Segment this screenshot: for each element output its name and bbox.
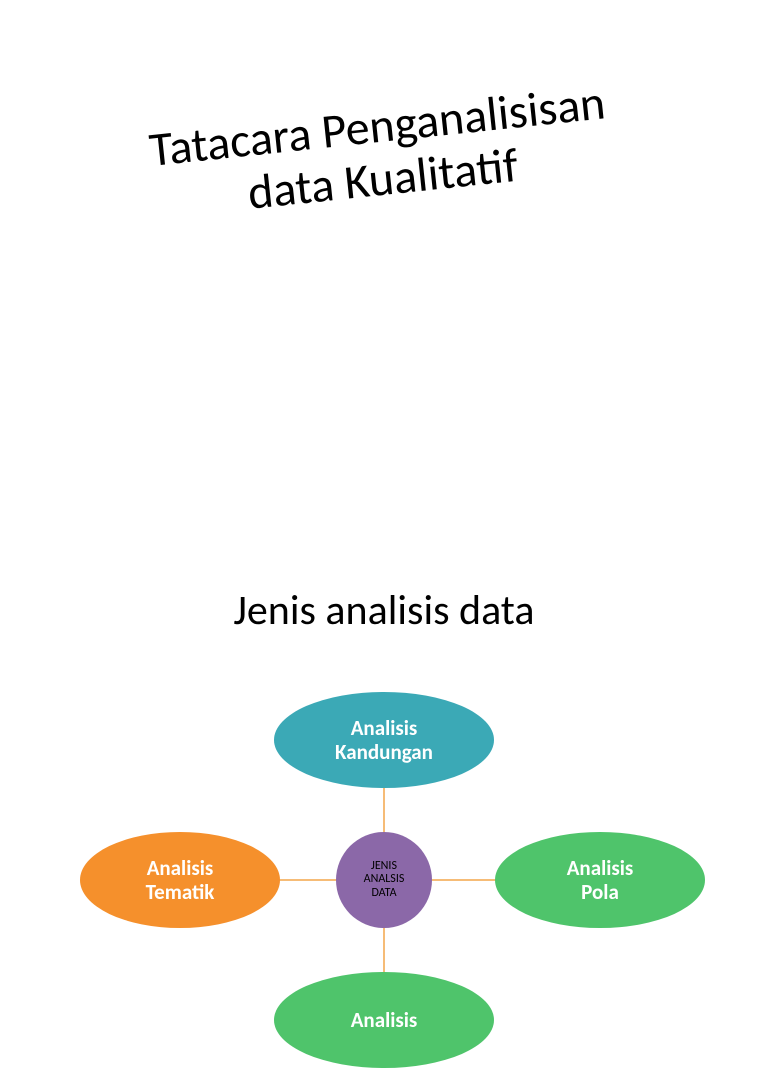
hub-spoke-diagram: AnalisisKandungan AnalisisTematik Analisis…	[0, 670, 768, 1070]
diagram-node-left: AnalisisTematik	[80, 832, 280, 928]
main-title: Tatacara Penganalisisan data Kualitatif	[76, 69, 684, 237]
diagram-node-top: AnalisisKandungan	[274, 692, 494, 788]
diagram-node-right: AnalisisPola	[495, 832, 705, 928]
subtitle: Jenis analisis data	[0, 585, 768, 636]
diagram-center-node: JENISANALSISDATA	[336, 832, 432, 928]
diagram-node-bottom: Analisis	[274, 972, 494, 1068]
